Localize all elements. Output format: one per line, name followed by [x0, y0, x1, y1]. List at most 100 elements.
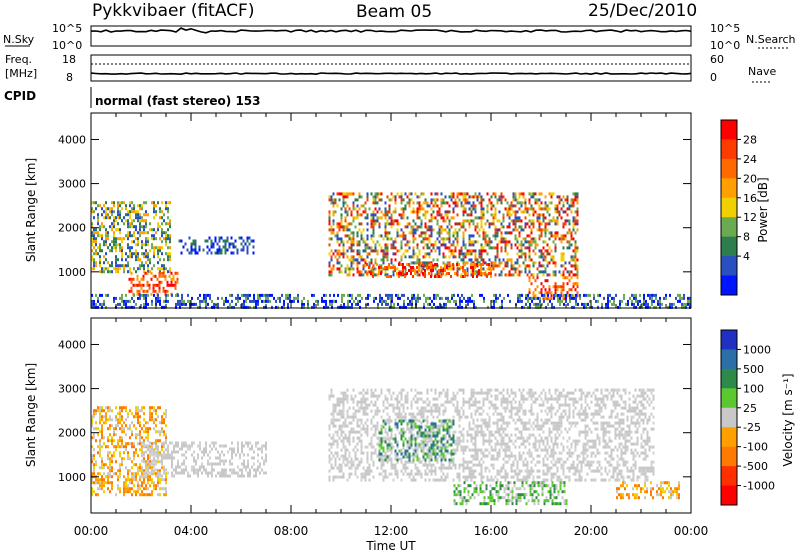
heatmap-cell: [460, 204, 463, 208]
heatmap-cell: [388, 391, 391, 395]
heatmap-cell: [425, 296, 427, 300]
heatmap-cell: [544, 279, 547, 283]
heatmap-cell: [328, 394, 331, 398]
heatmap-cell: [466, 433, 469, 437]
heatmap-cell: [400, 394, 403, 398]
heatmap-cell: [398, 275, 400, 278]
heatmap-cell: [528, 249, 531, 253]
heatmap-cell: [468, 424, 471, 428]
heatmap-cell: [476, 270, 479, 274]
heatmap-cell: [498, 219, 501, 223]
heatmap-cell: [281, 305, 283, 309]
heatmap-cell: [565, 293, 567, 297]
heatmap-cell: [172, 274, 175, 278]
heatmap-cell: [374, 207, 377, 211]
heatmap-cell: [205, 293, 207, 297]
heatmap-cell: [136, 292, 139, 296]
heatmap-cell: [432, 478, 435, 482]
heatmap-cell: [101, 484, 103, 488]
heatmap-cell: [217, 296, 219, 300]
heatmap-cell: [250, 239, 253, 243]
heatmap-cell: [500, 261, 503, 265]
heatmap-cell: [430, 231, 433, 235]
heatmap-cell: [205, 468, 207, 472]
heatmap-cell: [516, 201, 519, 205]
heatmap-cell: [119, 445, 121, 449]
heatmap-cell: [91, 457, 93, 461]
heatmap-cell: [231, 453, 233, 457]
heatmap-cell: [474, 442, 477, 446]
heatmap-cell: [352, 201, 355, 205]
heatmap-cell: [372, 231, 375, 235]
heatmap-cell: [416, 469, 419, 473]
heatmap-cell: [127, 484, 129, 488]
heatmap-cell: [145, 484, 147, 488]
heatmap-cell: [213, 302, 215, 306]
heatmap-cell: [471, 293, 473, 297]
heatmap-cell: [520, 228, 523, 232]
heatmap-cell: [568, 228, 571, 232]
heatmap-cell: [474, 204, 477, 208]
heatmap-cell: [430, 216, 433, 220]
heatmap-cell: [351, 296, 353, 300]
heatmap-cell: [127, 231, 129, 235]
heatmap-cell: [151, 302, 153, 306]
heatmap-cell: [542, 264, 545, 268]
heatmap-cell: [689, 299, 691, 303]
heatmap-cell: [119, 487, 121, 491]
heatmap-cell: [400, 213, 403, 217]
heatmap-cell: [364, 261, 367, 265]
heatmap-cell: [153, 264, 155, 268]
heatmap-cell: [416, 472, 419, 476]
heatmap-cell: [141, 453, 143, 457]
heatmap-cell: [356, 418, 359, 422]
heatmap-cell: [301, 302, 303, 306]
heatmap-cell: [157, 451, 159, 455]
heatmap-cell: [91, 267, 93, 271]
heatmap-cell: [464, 192, 467, 196]
heatmap-cell: [366, 466, 369, 470]
heatmap-cell: [352, 427, 355, 431]
heatmap-cell: [391, 293, 393, 297]
heatmap-cell: [111, 240, 113, 244]
heatmap-cell: [572, 237, 575, 241]
heatmap-cell: [408, 436, 411, 440]
heatmap-cell: [412, 412, 415, 416]
heatmap-cell: [155, 462, 157, 466]
heatmap-cell: [476, 454, 479, 458]
heatmap-cell: [370, 394, 373, 398]
heatmap-cell: [546, 273, 549, 277]
heatmap-cell: [402, 388, 405, 392]
heatmap-cell: [336, 252, 339, 256]
heatmap-cell: [444, 246, 447, 250]
heatmap-cell: [428, 460, 431, 464]
heatmap-cell: [572, 285, 575, 289]
heatmap-cell: [105, 231, 107, 235]
heatmap-cell: [529, 302, 531, 306]
heatmap-cell: [498, 240, 501, 244]
heatmap-cell: [639, 305, 641, 309]
heatmap-cell: [510, 231, 513, 235]
heatmap-cell: [476, 433, 479, 437]
heatmap-cell: [452, 463, 455, 467]
heatmap-cell: [348, 439, 351, 443]
heatmap-cell: [466, 463, 469, 467]
heatmap-cell: [101, 433, 103, 437]
heatmap-cell: [338, 267, 341, 271]
heatmap-cell: [253, 468, 255, 472]
heatmap-cell: [374, 430, 377, 434]
heatmap-cell: [378, 264, 381, 268]
heatmap-cell: [176, 277, 179, 281]
heatmap-cell: [384, 201, 387, 205]
heatmap-cell: [362, 258, 365, 262]
heatmap-cell: [111, 409, 113, 413]
heatmap-cell: [386, 460, 389, 464]
heatmap-cell: [338, 466, 341, 470]
heatmap-cell: [496, 219, 499, 223]
heatmap-cell: [360, 478, 363, 482]
heatmap-cell: [93, 433, 95, 437]
heatmap-cell: [149, 466, 151, 470]
heatmap-cell: [193, 441, 195, 445]
heatmap-cell: [348, 192, 351, 196]
heatmap-cell: [139, 448, 141, 452]
